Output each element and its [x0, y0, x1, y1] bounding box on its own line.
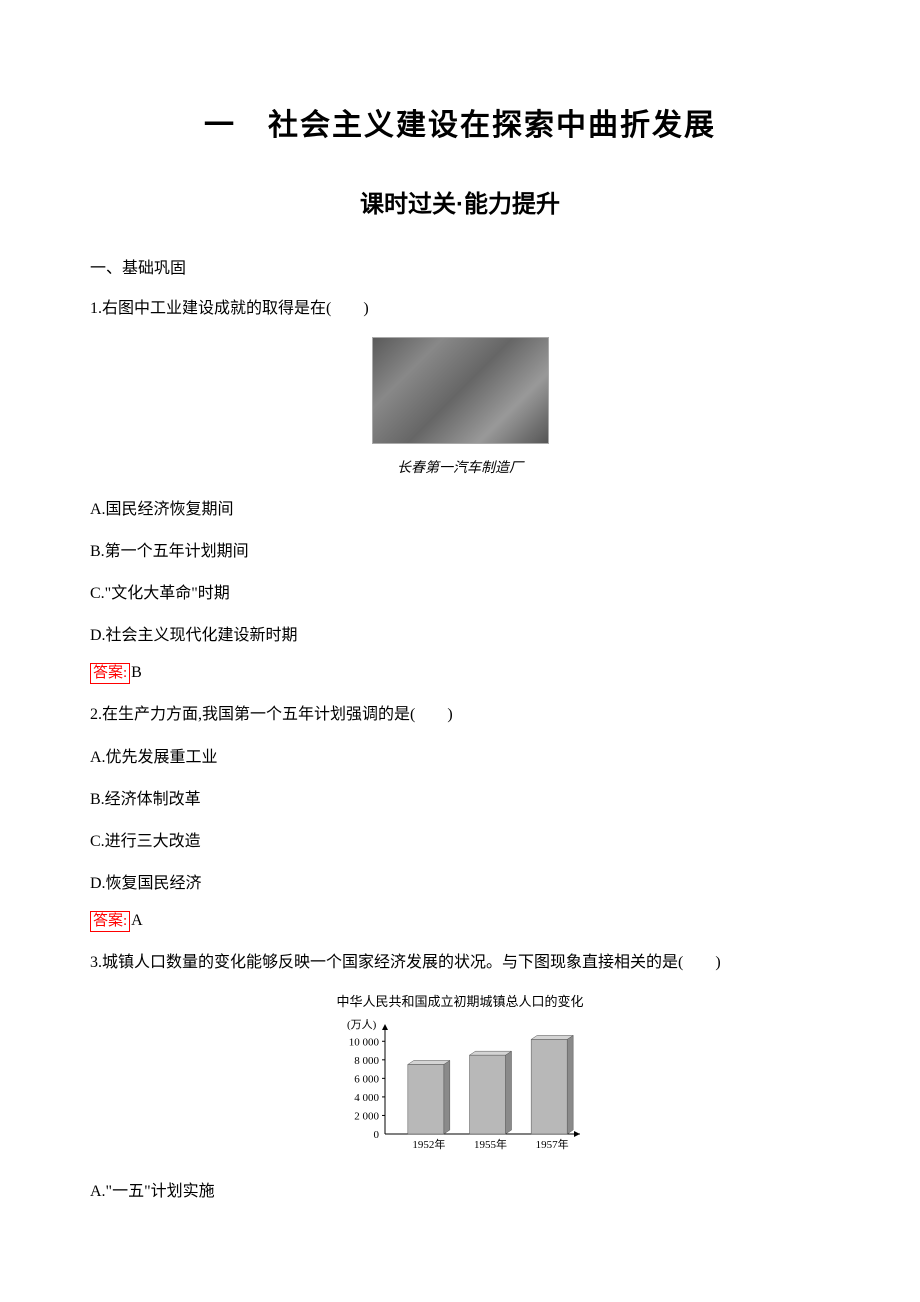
q2-stem: 2.在生产力方面,我国第一个五年计划强调的是( ) — [90, 702, 830, 728]
answer-tag: 答案: — [90, 663, 130, 685]
q1-image-block — [90, 337, 830, 449]
q3-option-a: A."一五"计划实施 — [90, 1177, 830, 1201]
section-heading: 一、基础巩固 — [90, 254, 830, 278]
svg-text:1952年: 1952年 — [412, 1137, 445, 1151]
q1-image-caption: 长春第一汽车制造厂 — [90, 457, 830, 477]
svg-text:0: 0 — [374, 1129, 380, 1141]
page-title: 一 社会主义建设在探索中曲折发展 — [90, 100, 830, 144]
q2-option-d: D.恢复国民经济 — [90, 869, 830, 893]
q2-answer-row: 答案:A — [90, 911, 830, 933]
svg-text:10 000: 10 000 — [349, 1036, 380, 1048]
q3-stem: 3.城镇人口数量的变化能够反映一个国家经济发展的状况。与下图现象直接相关的是( … — [90, 950, 830, 976]
q1-photo — [372, 337, 549, 444]
svg-text:4 000: 4 000 — [354, 1092, 379, 1104]
q1-answer-row: 答案:B — [90, 663, 830, 685]
q3-chart-block: 中华人民共和国成立初期城镇总人口的变化 (万人) 0 2 000 4 000 6 000… — [90, 991, 830, 1159]
q2-answer-letter: A — [131, 912, 143, 929]
q1-stem: 1.右图中工业建设成就的取得是在( ) — [90, 296, 830, 322]
svg-text:6 000: 6 000 — [354, 1073, 379, 1085]
q1-option-d: D.社会主义现代化建设新时期 — [90, 621, 830, 645]
svg-text:(万人): (万人) — [347, 1018, 377, 1031]
answer-tag: 答案: — [90, 911, 130, 933]
q1-answer-letter: B — [131, 664, 142, 681]
q3-chart-title: 中华人民共和国成立初期城镇总人口的变化 — [90, 991, 830, 1010]
q2-option-b: B.经济体制改革 — [90, 785, 830, 809]
q1-option-a: A.国民经济恢复期间 — [90, 495, 830, 519]
svg-text:1955年: 1955年 — [474, 1137, 507, 1151]
q1-option-c: C."文化大革命"时期 — [90, 579, 830, 603]
q2-option-c: C.进行三大改造 — [90, 827, 830, 851]
svg-text:2 000: 2 000 — [354, 1110, 379, 1122]
q1-option-b: B.第一个五年计划期间 — [90, 537, 830, 561]
svg-text:1957年: 1957年 — [536, 1137, 569, 1151]
page-subtitle: 课时过关·能力提升 — [90, 184, 830, 219]
q2-option-a: A.优先发展重工业 — [90, 743, 830, 767]
q3-bar-chart: (万人) 0 2 000 4 000 6 000 8 000 10 000 1952年 1955… — [330, 1014, 590, 1154]
svg-text:8 000: 8 000 — [354, 1055, 379, 1067]
